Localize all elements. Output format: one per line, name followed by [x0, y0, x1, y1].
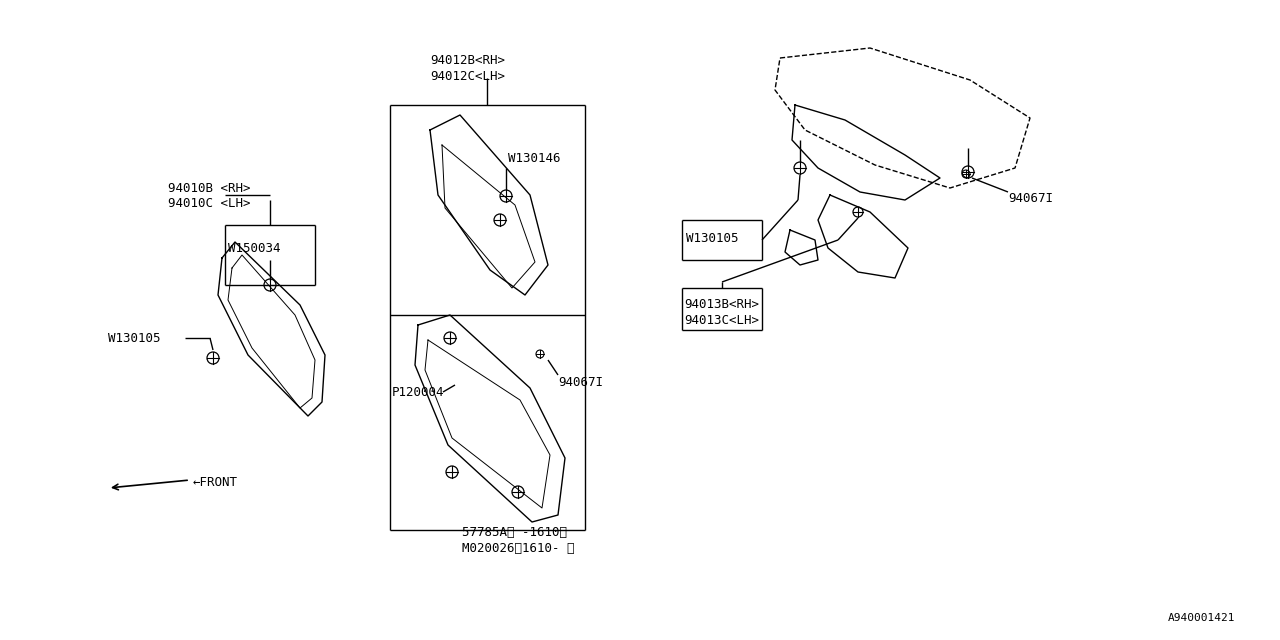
- Text: 94067I: 94067I: [558, 376, 603, 388]
- Text: 94010C <LH>: 94010C <LH>: [168, 196, 251, 209]
- Text: W130105: W130105: [108, 332, 160, 344]
- Text: ←FRONT: ←FRONT: [193, 476, 238, 488]
- Text: W150034: W150034: [228, 241, 280, 255]
- Text: 94012B<RH>: 94012B<RH>: [430, 54, 506, 67]
- Text: 94013C<LH>: 94013C<LH>: [684, 314, 759, 326]
- Text: 57785A（ -1610）: 57785A（ -1610）: [462, 525, 567, 538]
- Text: M020026（1610- ）: M020026（1610- ）: [462, 541, 575, 554]
- Text: P120004: P120004: [392, 385, 444, 399]
- Text: W130146: W130146: [508, 152, 561, 164]
- Text: 94067I: 94067I: [1009, 191, 1053, 205]
- Text: A940001421: A940001421: [1169, 613, 1235, 623]
- Text: W130105: W130105: [686, 232, 739, 244]
- Text: 94010B <RH>: 94010B <RH>: [168, 182, 251, 195]
- Text: 94013B<RH>: 94013B<RH>: [684, 298, 759, 310]
- Text: 94012C<LH>: 94012C<LH>: [430, 70, 506, 83]
